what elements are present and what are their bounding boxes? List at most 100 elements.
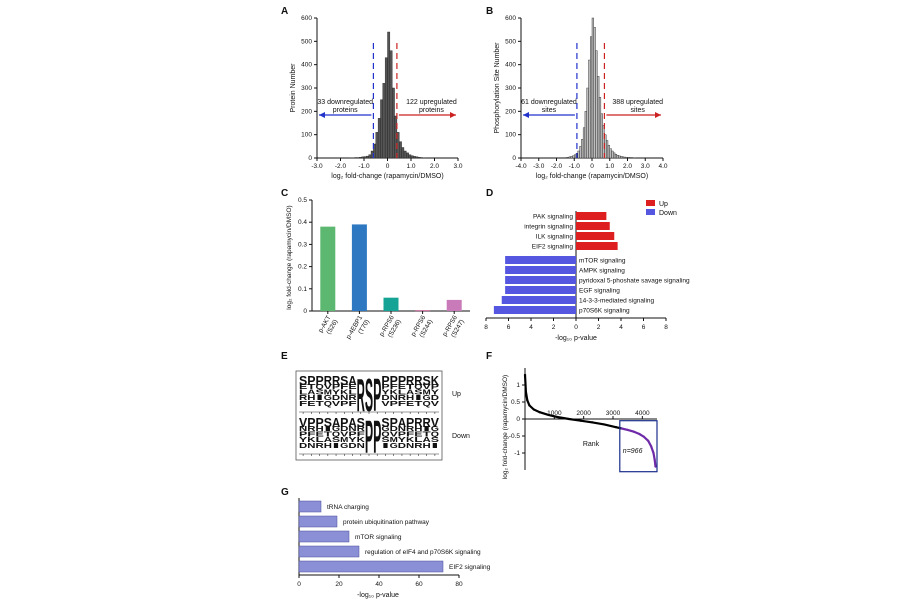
logo-letter-minor: R: [398, 395, 406, 402]
logo-letter-minor: M: [340, 437, 348, 444]
panel-d-pathway-chart: 8 6 4 2 0 2 4 6 8 PAK signaling integrin signaling…: [484, 200, 690, 342]
rank-point: [579, 419, 582, 422]
histogram-bar: [598, 97, 602, 159]
x-tick-label: 8: [484, 324, 488, 331]
histogram-bar: [597, 76, 600, 159]
y-tick-label: 0: [516, 416, 520, 423]
rank-point: [556, 415, 559, 419]
rank-point: [567, 417, 571, 421]
histogram-bar: [627, 157, 630, 159]
logo-letter: P: [315, 415, 324, 430]
logo-letter-minor: S: [315, 390, 324, 397]
histogram-bar: [620, 156, 623, 159]
logo-row-label: Down: [452, 433, 470, 440]
logo-letter-minor: I: [315, 395, 323, 402]
histogram-bar: [408, 154, 412, 159]
logo-letter-minor: N: [348, 426, 356, 433]
logo-letter-minor: D: [332, 395, 340, 402]
up-annotation: proteins: [419, 107, 444, 114]
logo-letter-minor: R: [348, 395, 356, 402]
histogram-bar: [566, 157, 570, 159]
logo-letter-minor: A: [307, 390, 315, 397]
y-tick-label: 400: [301, 62, 312, 69]
histogram-bar: [600, 113, 603, 159]
x-tick-label: -3.0: [311, 163, 323, 170]
logo-letter-minor: K: [307, 437, 315, 444]
panel-label-d: D: [486, 188, 493, 199]
bar-p-RPS6: [446, 299, 462, 311]
y-tick-label: 0.4: [298, 219, 307, 226]
rank-point: [538, 411, 541, 414]
x-tick-label: 20: [335, 581, 343, 588]
rank-point: [647, 439, 650, 442]
pathway-bar: [298, 560, 444, 573]
logo-letter: P: [406, 415, 415, 430]
logo-letter-minor: Y: [299, 437, 308, 444]
y-tick-label: 300: [505, 85, 516, 92]
logo-letter-minor: G: [423, 395, 432, 402]
logo-letter-minor: L: [414, 437, 424, 444]
pathway-label: mTOR signaling: [355, 534, 402, 541]
logo-letter-minor: P: [390, 401, 399, 408]
up-pathway-label: ILK signaling: [536, 234, 574, 241]
rank-point: [532, 408, 535, 411]
logo-letter-minor: D: [390, 426, 398, 433]
logo-letter-minor: S: [414, 390, 423, 397]
histogram-bar: [417, 157, 421, 159]
histogram-bar: [577, 150, 580, 159]
x-tick-label: -3.0: [533, 163, 545, 170]
down-annotation: 33 downregulated: [317, 99, 373, 106]
down-bar: [505, 256, 576, 264]
x-tick-label: -1.0: [569, 163, 581, 170]
pathway-label: EIF2 signaling: [449, 564, 491, 571]
down-annotation: sites: [542, 107, 557, 114]
histogram-bar: [382, 83, 386, 159]
rank-point: [603, 423, 606, 426]
x-tick-label: 1.0: [406, 163, 415, 170]
logo-letter-minor: N: [406, 443, 414, 450]
y-tick-label: 200: [505, 108, 516, 115]
logo-letter-minor: E: [299, 384, 308, 391]
down-bar: [505, 276, 576, 284]
logo-letter: R: [357, 369, 365, 421]
histogram-bar: [384, 57, 388, 159]
logo-letter-minor: A: [406, 390, 414, 397]
rank-point: [653, 458, 656, 461]
logo-letter: P: [398, 373, 407, 388]
logo-letter-minor: N: [398, 426, 406, 433]
logo-letter-minor: P: [431, 384, 440, 391]
histogram-bar: [389, 50, 393, 159]
x-tick-label: 3.0: [641, 163, 650, 170]
logo-letter-minor: D: [299, 443, 307, 450]
x-tick-label: -2.0: [551, 163, 563, 170]
logo-letter-minor: Y: [431, 390, 440, 397]
logo-letter-minor: F: [299, 401, 309, 408]
up-bar: [576, 222, 610, 230]
logo-letter-minor: Q: [332, 432, 341, 439]
logo-letter: P: [373, 411, 381, 463]
logo-letter: R: [324, 373, 333, 388]
logo-letter: R: [414, 373, 423, 388]
logo-letter-minor: V: [324, 384, 333, 391]
bar-p-RPS6: [415, 310, 431, 312]
y-tick-label: 400: [505, 62, 516, 69]
logo-letter-minor: I: [431, 443, 439, 450]
logo-letter: P: [390, 415, 399, 430]
x-tick-label: 2: [552, 324, 556, 331]
logo-letter-minor: T: [307, 384, 317, 391]
logo-letter-minor: G: [431, 426, 440, 433]
up-pathway-label: integrin signaling: [524, 224, 573, 231]
down-annotation: 61 downregulated: [521, 99, 577, 106]
x-tick-label: 2: [597, 324, 601, 331]
x-axis-label: Rank: [583, 441, 600, 448]
x-tick-label: 4: [529, 324, 533, 331]
x-tick-label: 0: [590, 163, 594, 170]
x-axis-label: -log₁₀ p-value: [555, 335, 597, 342]
logo-frame: [295, 370, 443, 461]
up-bar: [576, 232, 615, 240]
logo-letter-minor: G: [332, 426, 341, 433]
logo-letter-minor: L: [398, 390, 408, 397]
logo-letter-minor: N: [299, 426, 307, 433]
x-axis-label: log₂ fold-change (rapamycin/DMSO): [331, 173, 443, 180]
